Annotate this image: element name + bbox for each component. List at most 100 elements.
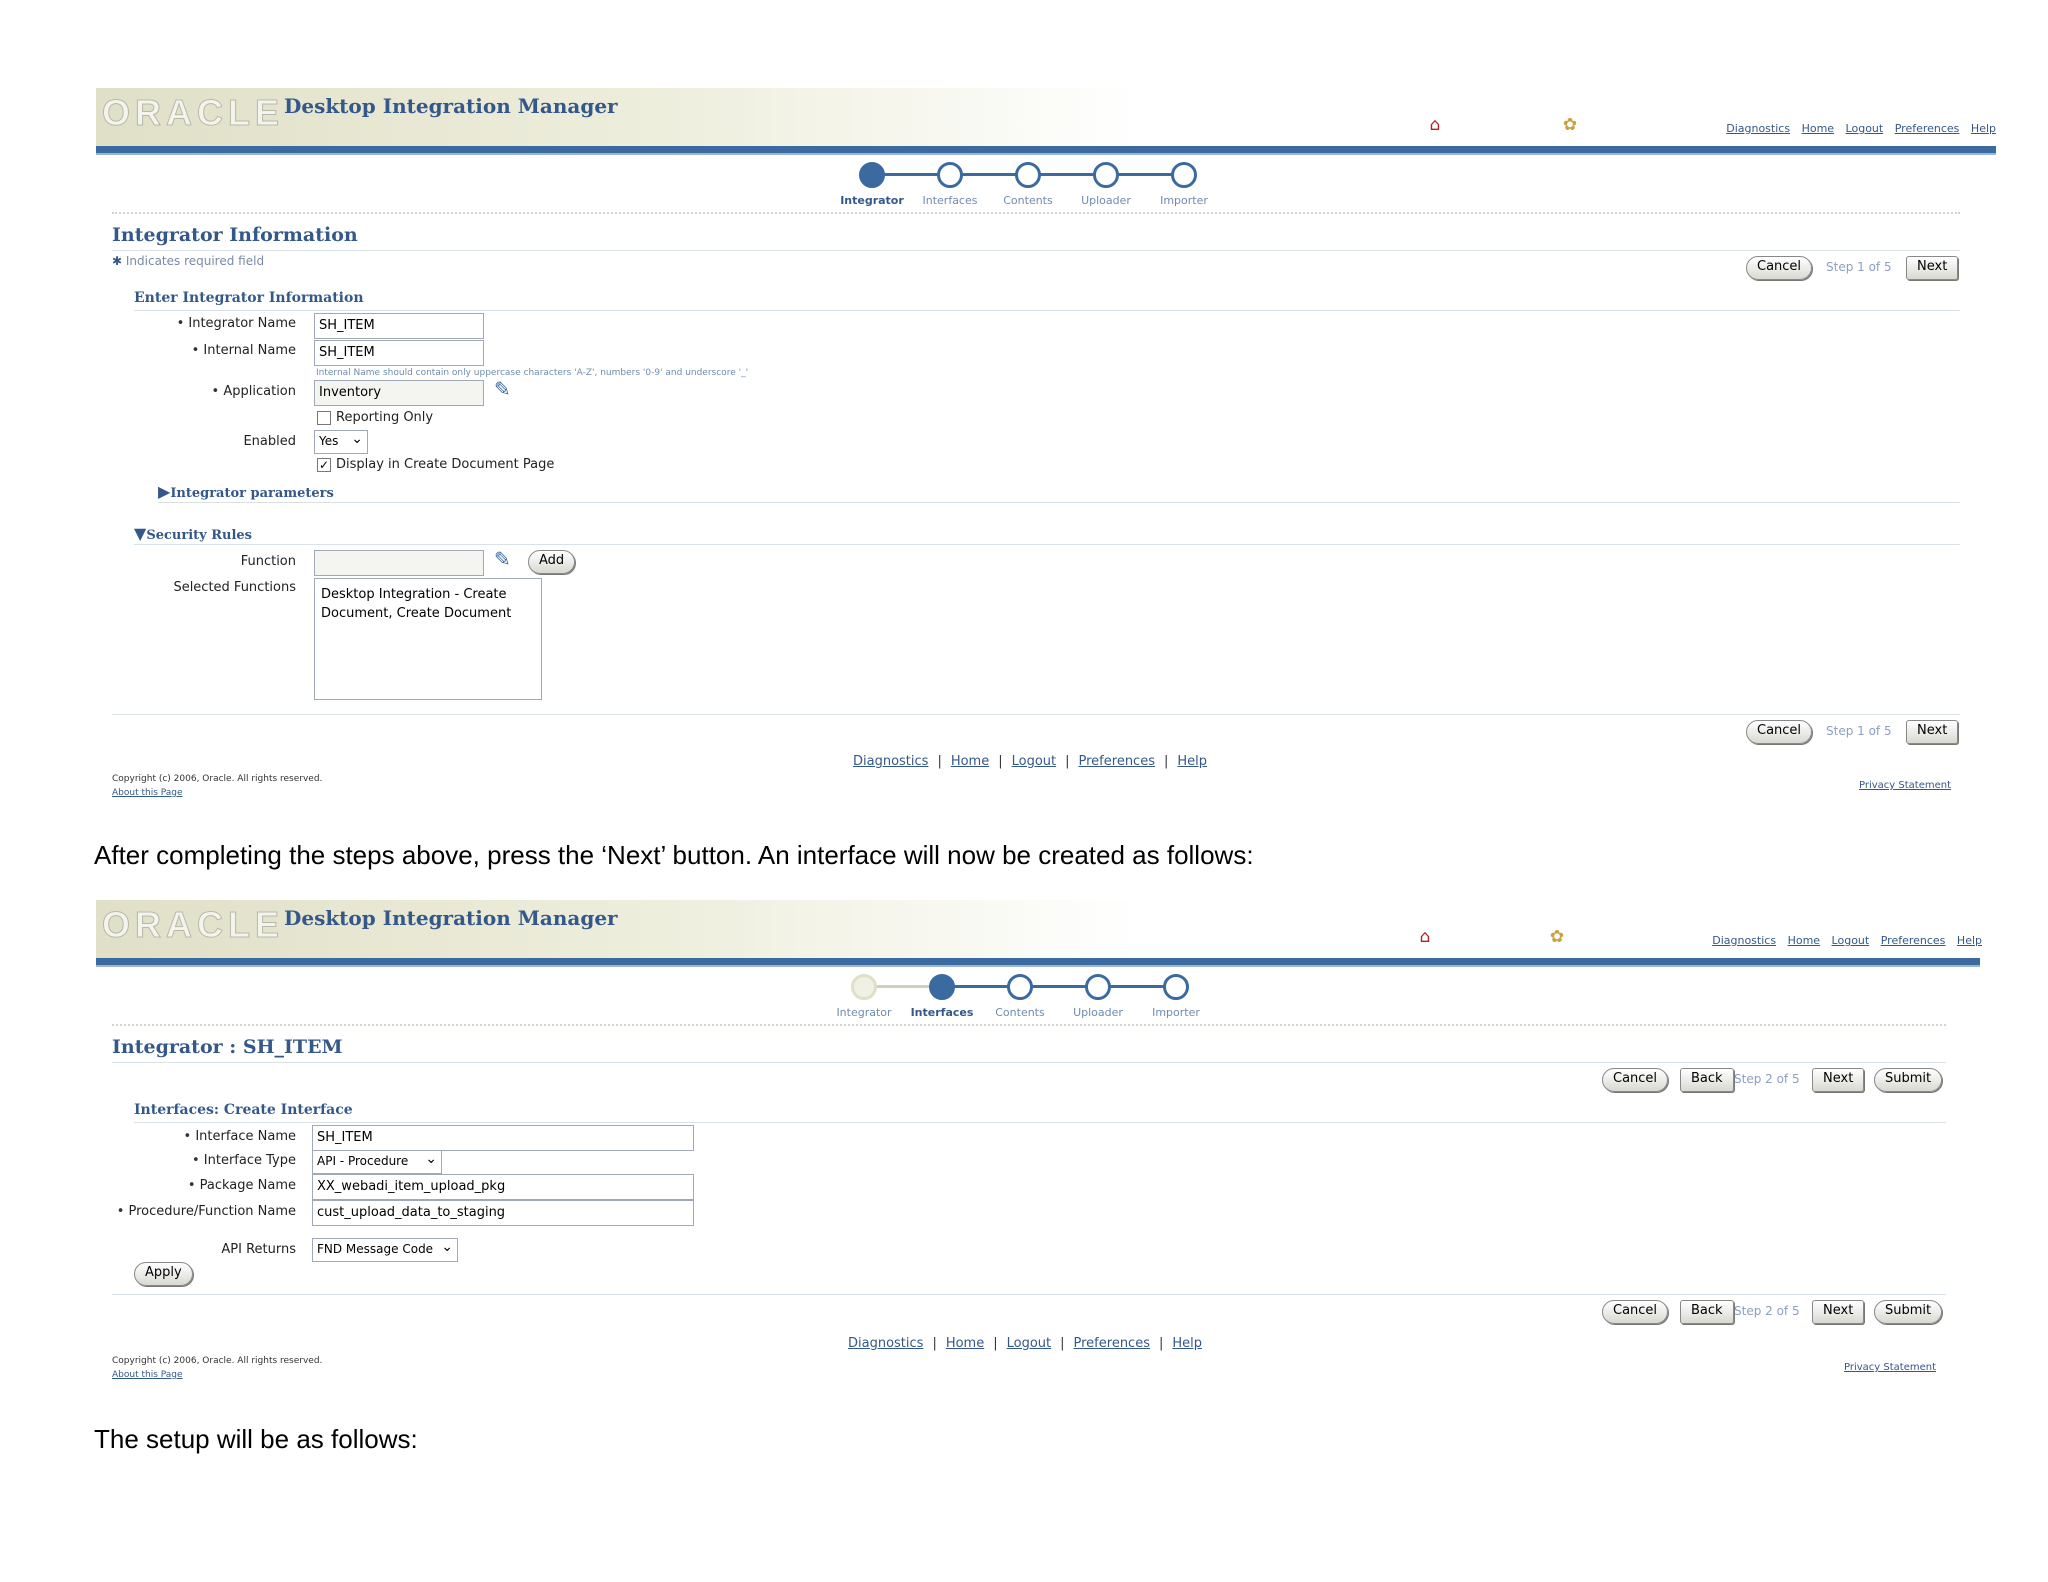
display-label: Display in Create Document Page xyxy=(336,457,555,472)
integrator-name-label: • Integrator Name xyxy=(176,316,296,331)
back-button-bottom[interactable]: Back xyxy=(1680,1300,1734,1324)
global-link-help[interactable]: Help xyxy=(1970,122,1996,135)
global-link-help[interactable]: Help xyxy=(1956,934,1982,947)
security-rules-toggle[interactable]: ▼Security Rules xyxy=(134,524,252,543)
next-button-top[interactable]: Next xyxy=(1906,256,1959,280)
step-indicator-top: Step 1 of 5 xyxy=(1826,260,1892,274)
global-link-diagnostics[interactable]: Diagnostics xyxy=(1726,122,1791,135)
cancel-button-bottom[interactable]: Cancel xyxy=(1746,720,1813,744)
function-label: Function xyxy=(240,554,296,569)
cancel-button-top[interactable]: Cancel xyxy=(1602,1068,1669,1092)
footer-link-preferences[interactable]: Preferences xyxy=(1073,1336,1150,1351)
privacy-statement-link[interactable]: Privacy Statement xyxy=(1844,1362,1937,1373)
footer-link-preferences[interactable]: Preferences xyxy=(1078,754,1155,769)
api-returns-select[interactable]: FND Message Code xyxy=(312,1238,458,1262)
global-link-logout[interactable]: Logout xyxy=(1845,122,1884,135)
app-name: Desktop Integration Manager xyxy=(284,906,618,930)
train-label-integrator: Integrator xyxy=(836,1006,892,1019)
interface-name-input[interactable]: SH_ITEM xyxy=(312,1125,694,1151)
submit-button-bottom[interactable]: Submit xyxy=(1874,1300,1943,1324)
footer-link-home[interactable]: Home xyxy=(945,1336,985,1351)
train-node-interfaces[interactable] xyxy=(929,974,955,1000)
procedure-function-name-input[interactable]: cust_upload_data_to_staging xyxy=(312,1200,694,1226)
interface-name-label: • Interface Name xyxy=(183,1129,297,1144)
footer-link-diagnostics[interactable]: Diagnostics xyxy=(848,1336,924,1351)
train-node-importer[interactable] xyxy=(1171,162,1197,188)
footer-link-diagnostics[interactable]: Diagnostics xyxy=(853,754,929,769)
search-flashlight-icon[interactable]: ✎ xyxy=(494,547,511,571)
expanded-triangle-icon: ▼ xyxy=(134,524,147,543)
section-create-interface: Interfaces: Create Interface xyxy=(134,1102,353,1118)
global-link-diagnostics[interactable]: Diagnostics xyxy=(1712,934,1777,947)
back-button-top[interactable]: Back xyxy=(1680,1068,1734,1092)
footer-link-help[interactable]: Help xyxy=(1177,754,1208,769)
global-link-logout[interactable]: Logout xyxy=(1831,934,1870,947)
train-node-uploader[interactable] xyxy=(1093,162,1119,188)
train-label-uploader: Uploader xyxy=(1081,194,1131,207)
train-label-integrator: Integrator xyxy=(840,194,904,207)
selected-functions-textarea[interactable]: Desktop Integration - Create Document, C… xyxy=(314,578,542,700)
train-label-contents: Contents xyxy=(995,1006,1045,1019)
interface-type-select[interactable]: API - Procedure xyxy=(312,1150,442,1174)
home-icon[interactable]: ⌂ xyxy=(1429,115,1441,135)
integrator-name-input[interactable]: SH_ITEM xyxy=(314,313,484,339)
instruction-text-1: After completing the steps above, press … xyxy=(94,840,1254,870)
submit-button-top[interactable]: Submit xyxy=(1874,1068,1943,1092)
privacy-statement-link[interactable]: Privacy Statement xyxy=(1859,780,1952,791)
api-returns-label: API Returns xyxy=(221,1242,296,1257)
train-node-importer[interactable] xyxy=(1163,974,1189,1000)
reporting-only-checkbox[interactable] xyxy=(317,411,331,425)
train-navigation: Integrator Interfaces Contents Uploader … xyxy=(836,972,1258,1022)
instruction-text-2: The setup will be as follows: xyxy=(94,1424,418,1454)
cancel-button-bottom[interactable]: Cancel xyxy=(1602,1300,1669,1324)
train-node-contents[interactable] xyxy=(1007,974,1033,1000)
train-node-integrator[interactable] xyxy=(859,162,885,188)
global-link-home[interactable]: Home xyxy=(1801,122,1835,135)
train-label-contents: Contents xyxy=(1003,194,1053,207)
display-checkbox[interactable]: ✓ xyxy=(317,458,331,472)
copyright: Copyright (c) 2006, Oracle. All rights r… xyxy=(112,1356,323,1366)
header-banner: ORACLE Desktop Integration Manager ⌂ ✿ D… xyxy=(96,900,1996,960)
favorites-icon[interactable]: ✿ xyxy=(1549,927,1565,947)
global-link-preferences[interactable]: Preferences xyxy=(1894,122,1960,135)
add-button[interactable]: Add xyxy=(528,550,576,574)
train-label-importer: Importer xyxy=(1160,194,1208,207)
train-node-integrator[interactable] xyxy=(851,974,877,1000)
global-link-home[interactable]: Home xyxy=(1787,934,1821,947)
train-node-contents[interactable] xyxy=(1015,162,1041,188)
footer-link-help[interactable]: Help xyxy=(1172,1336,1203,1351)
footer-link-home[interactable]: Home xyxy=(950,754,990,769)
favorites-icon[interactable]: ✿ xyxy=(1562,115,1578,135)
next-button-top[interactable]: Next xyxy=(1812,1068,1865,1092)
train-node-uploader[interactable] xyxy=(1085,974,1111,1000)
enabled-select[interactable]: Yes xyxy=(314,430,368,454)
footer-link-logout[interactable]: Logout xyxy=(1006,1336,1052,1351)
application-input[interactable]: Inventory xyxy=(314,380,484,406)
global-links: Diagnostics Home Logout Preferences Help xyxy=(1704,934,1982,947)
next-button-bottom[interactable]: Next xyxy=(1906,720,1959,744)
train-label-importer: Importer xyxy=(1152,1006,1200,1019)
header-banner: ORACLE Desktop Integration Manager ⌂ ✿ D… xyxy=(96,88,1996,148)
home-icon[interactable]: ⌂ xyxy=(1419,927,1431,947)
internal-name-input[interactable]: SH_ITEM xyxy=(314,340,484,366)
train-label-interfaces: Interfaces xyxy=(922,194,978,207)
function-input[interactable] xyxy=(314,550,484,576)
package-name-input[interactable]: XX_webadi_item_upload_pkg xyxy=(312,1174,694,1200)
apply-button[interactable]: Apply xyxy=(134,1262,193,1286)
train-label-uploader: Uploader xyxy=(1073,1006,1123,1019)
cancel-button-top[interactable]: Cancel xyxy=(1746,256,1813,280)
global-link-preferences[interactable]: Preferences xyxy=(1880,934,1946,947)
required-note: ✱ Indicates required field xyxy=(112,254,265,268)
enabled-label: Enabled xyxy=(243,434,296,449)
train-node-interfaces[interactable] xyxy=(937,162,963,188)
global-links: Diagnostics Home Logout Preferences Help xyxy=(1718,122,1996,135)
footer-link-logout[interactable]: Logout xyxy=(1011,754,1057,769)
procedure-function-name-label: • Procedure/Function Name xyxy=(116,1204,296,1219)
about-this-page-link[interactable]: About this Page xyxy=(112,1370,183,1380)
about-this-page-link[interactable]: About this Page xyxy=(112,788,183,798)
next-button-bottom[interactable]: Next xyxy=(1812,1300,1865,1324)
integrator-parameters-toggle[interactable]: ▶Integrator parameters xyxy=(158,482,334,501)
oracle-logo: ORACLE xyxy=(102,92,284,134)
interface-type-label: • Interface Type xyxy=(191,1153,296,1168)
search-flashlight-icon[interactable]: ✎ xyxy=(494,377,511,401)
